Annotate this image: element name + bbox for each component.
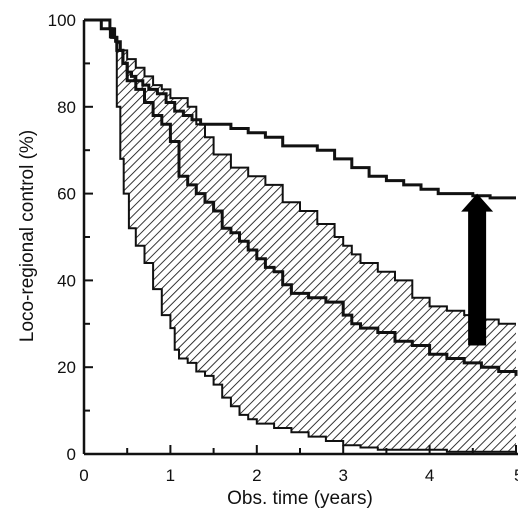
median-survival-line [84, 18, 518, 376]
y-tick-label: 60 [57, 185, 76, 204]
y-tick-label: 0 [67, 445, 76, 464]
band-lower-edge [84, 19, 516, 453]
confidence-band-fill [84, 20, 516, 452]
x-tick-label: 4 [425, 466, 434, 485]
y-tick-label: 20 [57, 358, 76, 377]
axes-layer: 0 20 40 60 80 100 0 1 2 3 4 5 [48, 11, 518, 485]
series-layer [84, 18, 518, 376]
x-tick-label: 3 [338, 466, 347, 485]
y-tick-label: 40 [57, 271, 76, 290]
annotation-layer [461, 193, 494, 346]
x-axis-title: Obs. time (years) [227, 488, 373, 508]
band-upper-edge [84, 19, 516, 325]
x-tick-label: 1 [166, 466, 175, 485]
y-tick-label: 100 [48, 11, 76, 30]
x-tick-label: 0 [79, 466, 88, 485]
y-axis-title: Loco-regional control (%) [17, 130, 38, 342]
x-tick-label: 5 [514, 466, 518, 485]
confidence-band-layer [84, 19, 516, 453]
up-arrow-annotation [461, 193, 494, 346]
x-tick-label: 2 [252, 466, 261, 485]
y-tick-label: 80 [57, 98, 76, 117]
